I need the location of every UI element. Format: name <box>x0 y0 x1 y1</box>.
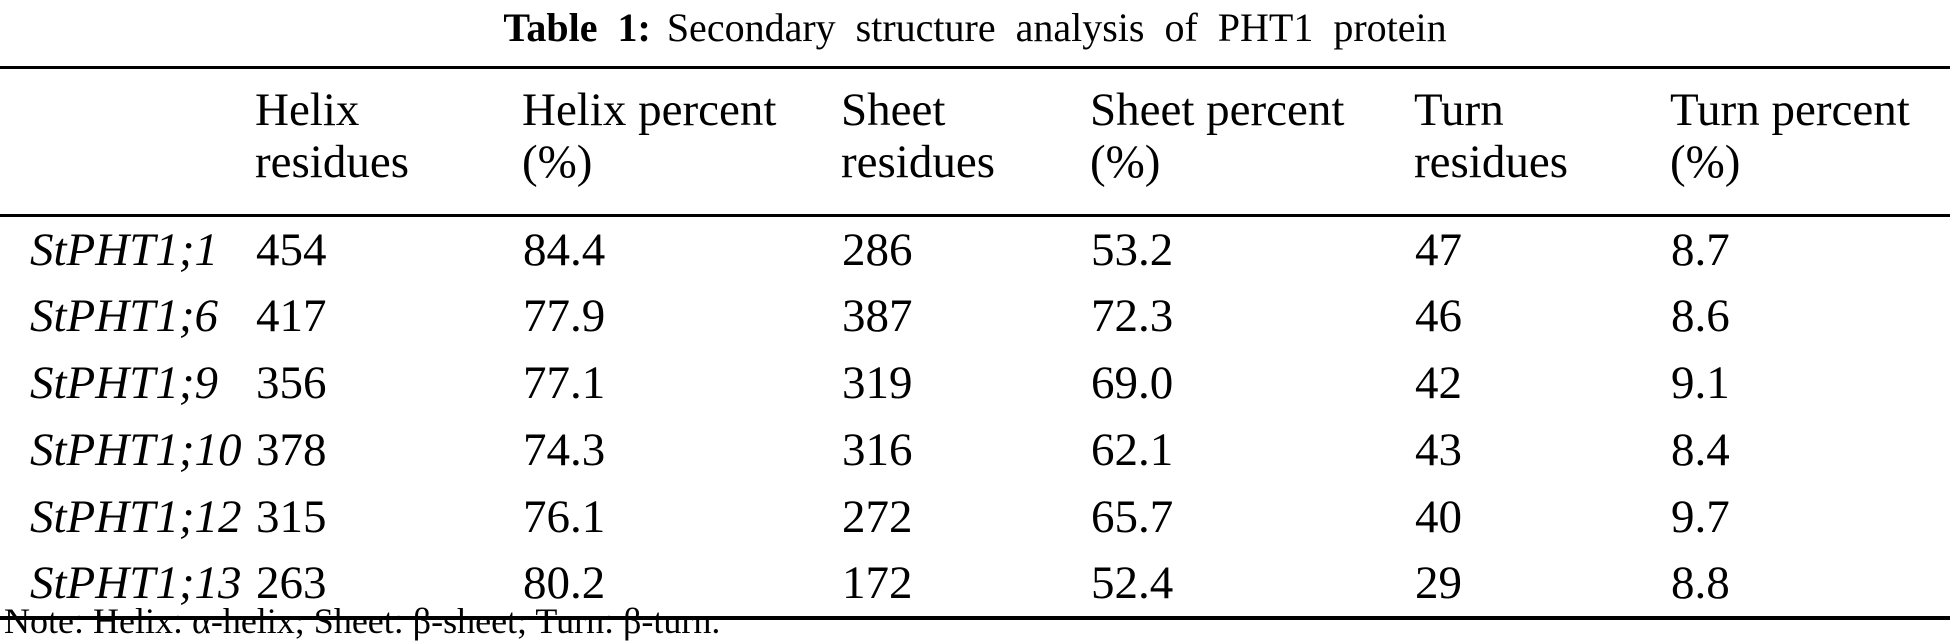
header-line: residues <box>255 135 410 188</box>
table-note: Note: Helix: α-helix; Sheet: β-sheet; Tu… <box>4 601 721 641</box>
column-header-helix-residues: Helix residues <box>255 67 522 217</box>
column-header-sheet-percent: Sheet percent (%) <box>1090 67 1414 217</box>
table-cell: 454 <box>256 223 327 276</box>
table-cell: 172 <box>842 557 913 609</box>
table-cell: 272 <box>842 491 913 543</box>
table-cell: 316 <box>842 424 913 476</box>
table-cell: 286 <box>842 223 913 276</box>
header-line: Turn percent <box>1670 84 1910 136</box>
table-cell: 8.8 <box>1671 557 1730 609</box>
table-cell: 80.2 <box>523 557 606 609</box>
table-cell: 356 <box>256 357 327 409</box>
table-row: StPHT1;10 378 74.3 316 62.1 43 8.4 <box>0 417 1950 484</box>
row-label: StPHT1;12 <box>30 491 242 543</box>
secondary-structure-table: Helix residues Helix percent (%) Sheet r… <box>0 66 1950 620</box>
table-cell: 47 <box>1415 223 1462 276</box>
table-cell: 9.7 <box>1671 491 1730 543</box>
table-cell: 315 <box>256 491 327 543</box>
table-row: StPHT1;6 417 77.9 387 72.3 46 8.6 <box>0 283 1950 350</box>
table-row: StPHT1;1 454 84.4 286 53.2 47 8.7 <box>0 216 1950 283</box>
table-cell: 40 <box>1415 491 1462 543</box>
header-line: (%) <box>1670 135 1741 188</box>
table-row: StPHT1;9 356 77.1 319 69.0 42 9.1 <box>0 350 1950 417</box>
table-cell: 69.0 <box>1091 357 1174 409</box>
table-cell: 417 <box>256 290 327 342</box>
table-cell: 84.4 <box>523 223 606 276</box>
table-cell: 8.4 <box>1671 424 1730 476</box>
table-cell: 52.4 <box>1091 557 1174 609</box>
table-cell: 29 <box>1415 557 1462 609</box>
table-row: StPHT1;13 263 80.2 172 52.4 29 8.8 <box>0 551 1950 618</box>
table-cell: 8.7 <box>1671 223 1730 276</box>
table-cell: 42 <box>1415 357 1462 409</box>
table-cell: 387 <box>842 290 913 342</box>
table-cell: 77.1 <box>523 357 606 409</box>
table-cell: 263 <box>256 557 327 609</box>
column-header-empty <box>0 67 255 217</box>
table-caption: Table 1: Secondary structure analysis of … <box>0 4 1950 51</box>
table-cell: 77.9 <box>523 290 606 342</box>
column-header-sheet-residues: Sheet residues <box>841 67 1090 217</box>
table-cell: 74.3 <box>523 424 606 476</box>
header-line: (%) <box>522 135 593 188</box>
table-caption-label: Table 1: <box>503 5 651 50</box>
header-line: Helix <box>255 84 360 136</box>
row-label: StPHT1;6 <box>30 290 218 342</box>
header-line: Sheet percent <box>1090 84 1345 136</box>
table-cell: 72.3 <box>1091 290 1174 342</box>
header-line: residues <box>841 135 996 188</box>
table-cell: 53.2 <box>1091 223 1174 276</box>
table-cell: 62.1 <box>1091 424 1174 476</box>
column-header-turn-residues: Turn residues <box>1414 67 1670 217</box>
table-cell: 9.1 <box>1671 357 1730 409</box>
table-cell: 65.7 <box>1091 491 1174 543</box>
header-line: Sheet <box>841 84 946 136</box>
header-row: Helix residues Helix percent (%) Sheet r… <box>0 67 1950 217</box>
table-cell: 378 <box>256 424 327 476</box>
header-line: residues <box>1414 135 1569 188</box>
table-cell: 8.6 <box>1671 290 1730 342</box>
table-cell: 46 <box>1415 290 1462 342</box>
table-cell: 76.1 <box>523 491 606 543</box>
row-label: StPHT1;1 <box>30 223 218 276</box>
table-row: StPHT1;12 315 76.1 272 65.7 40 9.7 <box>0 484 1950 551</box>
row-label: StPHT1;13 <box>30 557 242 609</box>
row-label: StPHT1;10 <box>30 424 242 476</box>
table-cell: 43 <box>1415 424 1462 476</box>
table-cell: 319 <box>842 357 913 409</box>
table-caption-text: Secondary structure analysis of PHT1 pro… <box>666 5 1447 50</box>
row-label: StPHT1;9 <box>30 357 218 409</box>
header-line: (%) <box>1090 135 1161 188</box>
header-line: Helix percent <box>522 84 777 136</box>
column-header-helix-percent: Helix percent (%) <box>522 67 841 217</box>
column-header-turn-percent: Turn percent (%) <box>1670 67 1950 217</box>
header-line: Turn <box>1414 84 1504 136</box>
